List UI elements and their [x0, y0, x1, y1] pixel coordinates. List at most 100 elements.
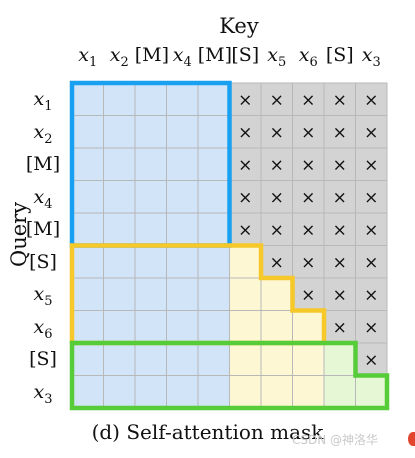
watermark: CSDN @神洛华 [292, 433, 379, 447]
token-subscript: 4 [44, 196, 53, 212]
attended-cell [166, 147, 199, 181]
token-subscript: 5 [277, 54, 287, 70]
attended-cell [166, 212, 199, 246]
attended-cell [323, 342, 356, 376]
attended-cell [134, 82, 167, 116]
mask-cross-icon: × [364, 220, 378, 240]
mask-cross-icon: × [238, 220, 252, 240]
mask-cross-icon: × [301, 220, 315, 240]
attended-cell [71, 342, 104, 376]
attended-cell [323, 375, 356, 409]
token-subscript: 4 [183, 54, 192, 70]
attended-cell [229, 375, 262, 409]
token-subscript: 1 [44, 98, 53, 114]
row-label: x1 [22, 83, 64, 115]
attended-cell [134, 277, 167, 311]
attended-cell [71, 375, 104, 409]
attended-cell [103, 115, 136, 149]
attended-cell [292, 342, 325, 376]
attended-cell [103, 180, 136, 214]
token-base: [S] [325, 44, 354, 66]
figure-caption: (d) Self-attention mask [91, 420, 324, 444]
token-subscript: 6 [309, 54, 318, 70]
mask-cross-icon: × [238, 188, 252, 208]
mask-cross-icon: × [364, 123, 378, 143]
masked-cell [229, 82, 262, 116]
attended-cell [71, 310, 104, 344]
attended-cell [166, 342, 199, 376]
key-axis-title: Key [219, 14, 259, 38]
column-label: x6 [292, 44, 324, 70]
token-base: x [33, 380, 45, 403]
mask-cross-icon: × [270, 155, 284, 175]
mask-cross-icon: × [364, 318, 378, 338]
token-base: x [361, 44, 373, 66]
attended-cell [292, 310, 325, 344]
column-label: [M] [135, 44, 169, 66]
token-base: [M] [197, 44, 233, 66]
mask-cross-icon: × [333, 318, 347, 338]
attended-cell [197, 245, 230, 279]
mask-cross-icon: × [301, 253, 315, 273]
token-base: x [33, 315, 45, 338]
attended-cell [103, 245, 136, 279]
token-subscript: 2 [44, 131, 53, 147]
attended-cell [166, 82, 199, 116]
mask-cross-icon: × [364, 188, 378, 208]
attended-cell [197, 375, 230, 409]
row-label: [M] [22, 213, 64, 245]
attended-cell [71, 212, 104, 246]
mask-cross-icon: × [301, 90, 315, 110]
attended-cell [229, 245, 262, 279]
mask-cross-icon: × [238, 123, 252, 143]
attended-cell [197, 82, 230, 116]
attended-cell [197, 212, 230, 246]
attended-cell [71, 82, 104, 116]
mask-cross-icon: × [270, 253, 284, 273]
attended-cell [229, 342, 262, 376]
attended-cell [166, 245, 199, 279]
attended-cell [134, 375, 167, 409]
mask-cross-icon: × [333, 188, 347, 208]
row-label: x2 [22, 116, 64, 148]
masked-cell [355, 310, 388, 344]
attended-cell [260, 342, 293, 376]
attended-cell [134, 310, 167, 344]
attended-cell [71, 115, 104, 149]
token-base: [M] [25, 218, 61, 240]
masked-cell [355, 245, 388, 279]
token-subscript: 2 [120, 54, 129, 70]
attended-cell [197, 342, 230, 376]
mask-cross-icon: × [364, 155, 378, 175]
row-label: x6 [22, 311, 64, 343]
part-c-outline [69, 340, 390, 411]
mask-cross-icon: × [270, 220, 284, 240]
token-base: [S] [29, 348, 57, 370]
token-subscript: 3 [44, 391, 53, 407]
attended-cell [260, 375, 293, 409]
edge-badge-icon [408, 432, 415, 446]
attended-cell [134, 180, 167, 214]
token-base: x [172, 44, 184, 66]
mask-cross-icon: × [301, 155, 315, 175]
token-base: [M] [25, 153, 61, 175]
column-label: x2 [103, 44, 135, 70]
column-label: x1 [72, 44, 104, 70]
token-base: x [298, 44, 310, 66]
token-base: x [109, 44, 121, 66]
token-base: [S] [29, 250, 57, 273]
masked-cell [323, 180, 356, 214]
attended-cell [166, 277, 199, 311]
attended-cell [134, 342, 167, 376]
masked-cell [355, 147, 388, 181]
mask-cross-icon: × [364, 285, 378, 305]
token-subscript: 6 [44, 326, 53, 342]
masked-cell [292, 147, 325, 181]
attended-cell [166, 180, 199, 214]
attended-cell [260, 277, 293, 311]
attended-cell [229, 310, 262, 344]
attended-cell [103, 82, 136, 116]
token-base: x [78, 44, 89, 66]
attended-cell [71, 180, 104, 214]
